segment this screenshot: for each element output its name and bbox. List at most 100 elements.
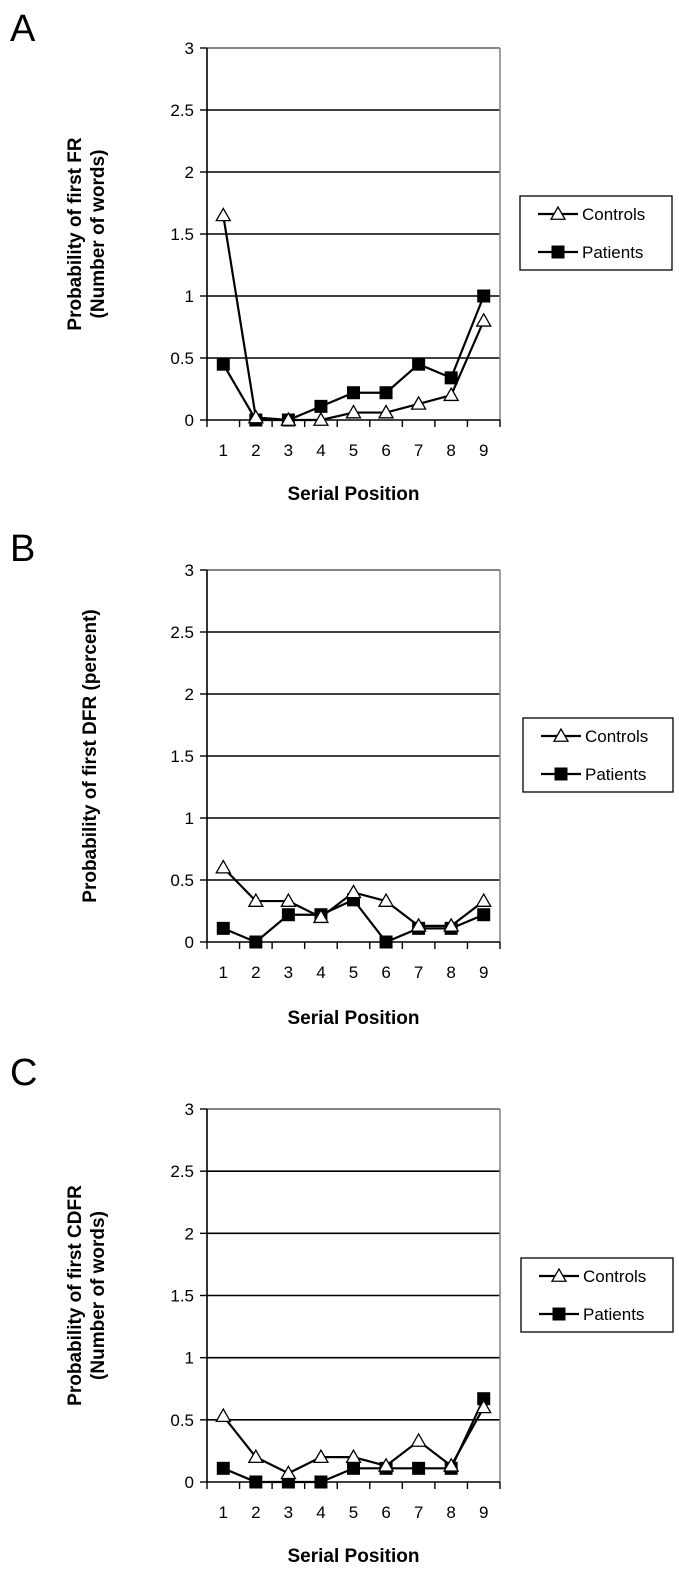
data-point-controls xyxy=(247,892,264,907)
data-point-controls xyxy=(215,859,232,874)
x-tick-label: 6 xyxy=(381,1503,390,1522)
data-point-controls xyxy=(280,411,297,426)
data-point-patients xyxy=(412,357,426,371)
panel-letter: C xyxy=(10,1052,38,1094)
data-point-patients xyxy=(216,1461,230,1475)
data-point-patients xyxy=(216,921,230,935)
y-tick-label: 0.5 xyxy=(170,349,194,368)
data-point-patients xyxy=(314,1475,328,1489)
x-tick-label: 8 xyxy=(446,963,455,982)
x-tick-label: 3 xyxy=(284,1503,293,1522)
legend-label: Patients xyxy=(585,765,646,784)
data-point-controls xyxy=(312,411,330,426)
data-point-controls xyxy=(377,1457,395,1472)
legend-marker-controls xyxy=(552,727,570,742)
data-point-patients xyxy=(379,935,393,949)
y-axis-title: Probability of first FR xyxy=(65,137,86,330)
y-tick-label: 1.5 xyxy=(170,1287,194,1306)
data-point-controls xyxy=(215,1407,232,1423)
data-point-patients xyxy=(444,371,458,385)
legend-label: Patients xyxy=(582,243,643,262)
legend-label: Patients xyxy=(583,1305,644,1324)
y-tick-label: 0 xyxy=(185,933,194,952)
y-tick-label: 1.5 xyxy=(170,225,194,244)
y-tick-label: 3 xyxy=(185,561,194,580)
data-point-controls xyxy=(280,892,297,907)
data-point-controls xyxy=(247,409,264,424)
data-point-patients xyxy=(477,908,491,922)
legend-label: Controls xyxy=(582,205,645,224)
y-axis-title: Probability of first CDFR xyxy=(65,1185,86,1406)
data-point-controls xyxy=(475,1399,492,1414)
data-point-controls xyxy=(345,404,362,419)
chart-group: 0 0.5 1 1.5 2 2.5 3 1 2 3 4 5 6 7 8 9 Serial Position Pro… xyxy=(65,39,673,505)
x-tick-label: 1 xyxy=(219,963,228,982)
y-axis-title: (Number of words) xyxy=(88,1211,109,1380)
legend-marker-patients xyxy=(552,1307,566,1321)
data-point-patients xyxy=(379,386,393,400)
y-tick-label: 0 xyxy=(185,411,194,430)
data-point-controls xyxy=(377,404,395,419)
y-tick-label: 0.5 xyxy=(170,1411,194,1430)
chart-svg: 0 0.5 1 1.5 2 2.5 3 1 2 3 4 5 6 7 8 9 Serial Position Pro… xyxy=(65,1100,674,1567)
data-point-controls xyxy=(312,908,330,924)
legend-label: Controls xyxy=(583,1267,646,1286)
y-tick-label: 1 xyxy=(185,287,194,306)
x-tick-label: 3 xyxy=(284,963,293,982)
y-tick-label: 2 xyxy=(185,163,194,182)
data-point-patients xyxy=(314,399,328,413)
panel-letter: B xyxy=(10,528,36,570)
data-point-patients xyxy=(477,1392,491,1406)
data-point-controls xyxy=(410,1432,427,1447)
x-tick-label: 2 xyxy=(251,441,260,460)
y-tick-label: 1 xyxy=(185,1349,194,1368)
x-tick-label: 9 xyxy=(479,963,488,982)
y-tick-label: 0.5 xyxy=(170,871,194,890)
data-point-controls xyxy=(443,1457,460,1472)
y-tick-label: 2 xyxy=(185,1224,194,1243)
legend-marker-patients xyxy=(554,767,568,781)
y-tick-label: 2 xyxy=(185,685,194,704)
x-tick-label: 4 xyxy=(316,963,325,982)
x-tick-label: 5 xyxy=(349,1503,358,1522)
x-axis-title: Serial Position xyxy=(288,1008,420,1029)
data-point-controls xyxy=(410,917,427,932)
data-point-controls xyxy=(345,1448,362,1464)
data-point-controls xyxy=(215,207,232,222)
chart-group: 0 0.5 1 1.5 2 2.5 3 1 2 3 4 5 6 7 8 9 Serial Position Pro… xyxy=(80,561,674,1029)
data-point-patients xyxy=(216,357,230,371)
x-tick-label: 4 xyxy=(316,441,325,460)
y-tick-label: 2.5 xyxy=(170,623,194,642)
y-tick-label: 1 xyxy=(185,809,194,828)
y-axis-title: Probability of first DFR (percent) xyxy=(80,609,101,902)
x-tick-label: 6 xyxy=(381,441,390,460)
data-point-controls xyxy=(410,395,427,410)
legend-label: Controls xyxy=(585,727,648,746)
data-point-controls xyxy=(345,884,362,899)
chart-panel-a: A 0 0.5 1 1.5 2 2.5 3 1 2 3 4 5 6 7 8 9 Serial Position P… xyxy=(0,0,679,520)
x-tick-label: 1 xyxy=(219,441,228,460)
x-tick-label: 8 xyxy=(446,441,455,460)
y-tick-label: 3 xyxy=(185,1100,194,1119)
chart-panel-b: B 0 0.5 1 1.5 2 2.5 3 1 2 3 4 5 6 7 8 9 Serial Position P… xyxy=(0,520,679,1050)
x-tick-label: 4 xyxy=(316,1503,325,1522)
panel-letter: A xyxy=(10,8,36,50)
legend-marker-controls xyxy=(549,205,567,220)
x-tick-label: 2 xyxy=(251,1503,260,1522)
data-point-patients xyxy=(249,935,263,949)
x-tick-label: 9 xyxy=(479,1503,488,1522)
data-point-patients xyxy=(477,289,491,303)
legend-box xyxy=(520,1257,674,1333)
x-axis-title: Serial Position xyxy=(288,484,420,505)
x-tick-label: 3 xyxy=(284,441,293,460)
chart-svg: 0 0.5 1 1.5 2 2.5 3 1 2 3 4 5 6 7 8 9 Serial Position Pro… xyxy=(65,39,673,505)
x-tick-label: 7 xyxy=(414,1503,423,1522)
data-point-patients xyxy=(281,908,295,922)
data-point-controls xyxy=(312,1448,330,1464)
y-tick-label: 0 xyxy=(185,1473,194,1492)
x-tick-label: 9 xyxy=(479,441,488,460)
data-point-controls xyxy=(443,386,460,402)
data-point-controls xyxy=(475,312,492,327)
y-tick-label: 2.5 xyxy=(170,1162,194,1181)
x-tick-label: 5 xyxy=(349,441,358,460)
